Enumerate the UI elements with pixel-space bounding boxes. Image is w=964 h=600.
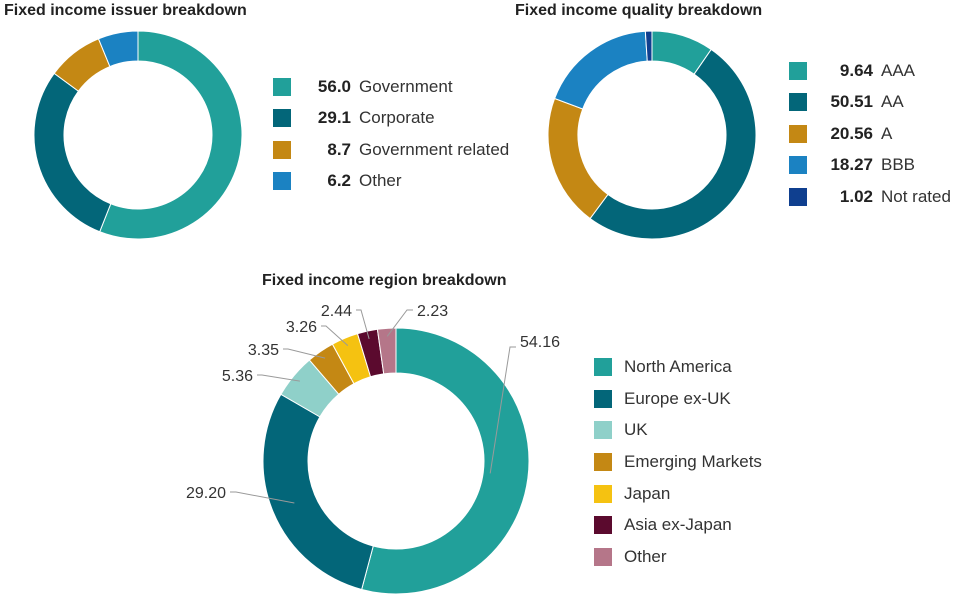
region-legend-swatch [594, 389, 612, 408]
quality-chart-title: Fixed income quality breakdown [515, 2, 763, 19]
issuer-legend-swatch [273, 77, 291, 96]
region-legend-item: Emerging Markets [594, 446, 762, 478]
region-legend-swatch [594, 357, 612, 376]
region-data-label-north-america: 54.16 [520, 334, 560, 351]
region-legend-label: Other [624, 546, 667, 566]
quality-legend-swatch [789, 61, 807, 80]
region-legend-swatch [594, 452, 612, 471]
region-legend-label: North America [624, 356, 732, 376]
region-legend-label: UK [624, 420, 648, 440]
issuer-legend-label: Other [359, 171, 402, 191]
region-legend: North America Europe ex-UK UK Emerging Mark… [594, 351, 762, 573]
region-legend-swatch [594, 421, 612, 440]
quality-legend-swatch [789, 124, 807, 143]
region-legend-item: UK [594, 414, 762, 446]
region-legend-label: Japan [624, 483, 671, 503]
region-callout-line-north-america [489, 346, 516, 474]
region-legend-label: Europe ex-UK [624, 388, 731, 408]
quality-legend-swatch [789, 187, 807, 206]
issuer-legend-item: 6.2 Other [273, 166, 509, 198]
quality-legend-item: 1.02 Not rated [789, 181, 951, 213]
quality-legend: 9.64 AAA 50.51 AA 20.56 A 18.27 BBB 1.02 Not rate… [789, 55, 951, 213]
region-legend-label: Asia ex-Japan [624, 515, 732, 535]
region-legend-item: Other [594, 541, 762, 573]
quality-legend-swatch [789, 93, 807, 112]
region-data-label-emerging-markets: 3.35 [248, 342, 279, 359]
issuer-legend-item: 29.1 Corporate [273, 103, 509, 135]
region-callout-line-emerging-markets [283, 348, 326, 359]
region-slice-other [376, 327, 397, 375]
region-data-label-japan: 3.26 [286, 319, 317, 336]
region-legend-swatch [594, 516, 612, 535]
quality-legend-value: 9.64 [839, 60, 873, 80]
region-data-label-other: 2.23 [417, 303, 448, 320]
region-data-label-europe-ex-uk: 29.20 [186, 485, 226, 502]
quality-legend-item: 50.51 AA [789, 87, 951, 119]
quality-legend-label: BBB [881, 155, 916, 175]
issuer-legend-swatch [273, 140, 291, 159]
issuer-legend-item: 8.7 Government related [273, 134, 509, 166]
region-legend-item: Japan [594, 478, 762, 510]
region-callout-line-asia-ex-japan [356, 309, 370, 340]
issuer-slice-government [99, 30, 243, 240]
quality-legend-swatch [789, 156, 807, 175]
region-callout-line-other [386, 309, 413, 337]
region-chart-title: Fixed income region breakdown [262, 272, 507, 289]
region-legend-item: North America [594, 351, 762, 383]
issuer-slice-other [97, 30, 139, 68]
issuer-legend-value: 29.1 [317, 108, 351, 128]
issuer-legend-label: Government related [359, 139, 510, 159]
quality-legend-item: 18.27 BBB [789, 150, 951, 182]
region-legend-swatch [594, 484, 612, 503]
issuer-legend-swatch [273, 109, 291, 128]
quality-legend-label: AAA [881, 60, 916, 80]
region-slice-europe-ex-uk [262, 393, 374, 591]
issuer-legend-value: 6.2 [327, 171, 351, 191]
quality-legend-value: 1.02 [839, 186, 873, 206]
region-slice-north-america [361, 327, 530, 595]
region-legend-label: Emerging Markets [624, 451, 762, 471]
region-callout-line-europe-ex-uk [230, 491, 295, 504]
region-legend-swatch [594, 547, 612, 566]
issuer-donut-chart [33, 30, 243, 240]
quality-legend-label: AA [881, 92, 904, 112]
region-callout-line-japan [321, 325, 349, 347]
issuer-legend-value: 56.0 [317, 76, 351, 96]
issuer-legend: 56.0 Government 29.1 Corporate 8.7 Government… [273, 71, 509, 197]
issuer-legend-swatch [273, 172, 291, 191]
quality-legend-label: A [881, 123, 893, 143]
region-data-label-uk: 5.36 [222, 368, 253, 385]
quality-slice-not-rated [644, 30, 653, 62]
region-legend-item: Europe ex-UK [594, 383, 762, 415]
issuer-legend-item: 56.0 Government [273, 71, 509, 103]
issuer-legend-label: Government [359, 76, 453, 96]
region-callout-line-uk [257, 374, 300, 382]
region-legend-item: Asia ex-Japan [594, 509, 762, 541]
quality-legend-value: 50.51 [830, 92, 873, 112]
quality-legend-item: 20.56 A [789, 118, 951, 150]
quality-slice-aa [589, 48, 757, 240]
quality-legend-value: 20.56 [830, 123, 873, 143]
quality-legend-item: 9.64 AAA [789, 55, 951, 87]
quality-legend-value: 18.27 [830, 155, 873, 175]
region-data-label-asia-ex-japan: 2.44 [321, 303, 352, 320]
issuer-legend-label: Corporate [359, 108, 435, 128]
issuer-legend-value: 8.7 [327, 139, 351, 159]
quality-legend-label: Not rated [881, 186, 951, 206]
quality-donut-chart [547, 30, 757, 240]
issuer-chart-title: Fixed income issuer breakdown [4, 2, 247, 19]
